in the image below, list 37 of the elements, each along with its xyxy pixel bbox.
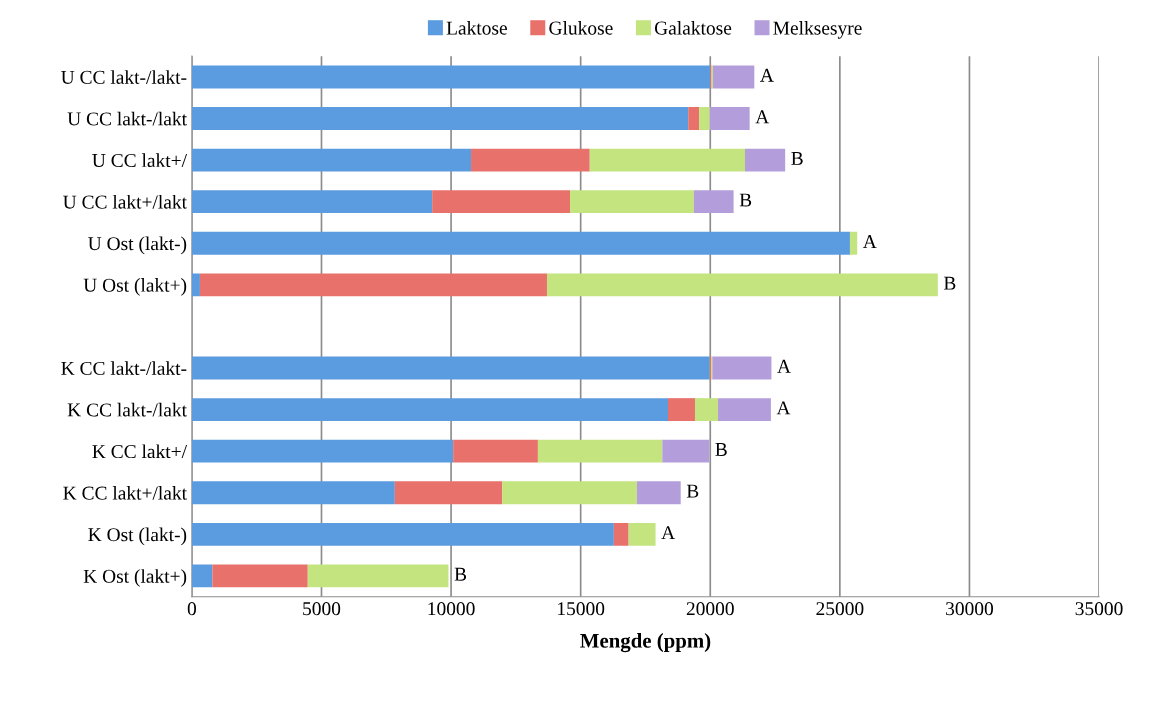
x-tick-label: 20000 (686, 602, 734, 616)
annotation: A (661, 526, 676, 540)
y-tick-label: U CC lakt-/lakt (67, 111, 187, 126)
y-tick-label: K Ost (lakt+) (83, 569, 187, 587)
annotation: A (776, 401, 791, 415)
legend-label: Laktose (446, 20, 507, 35)
legend-label: Galaktose (654, 20, 732, 35)
x-tick-label: 10000 (428, 602, 475, 616)
x-tick-label: 35000 (1075, 602, 1123, 616)
y-tick-label: U CC lakt-/lakt- (61, 70, 187, 84)
annotation: B (454, 567, 467, 581)
annotation: B (943, 276, 956, 290)
y-tick-label: U Ost (lakt-) (88, 236, 187, 255)
y-tick-label: K CC lakt+/ (92, 444, 188, 459)
y-tick-label: U CC lakt+/ (92, 153, 188, 168)
y-tick-label: K Ost (lakt-) (88, 527, 187, 546)
x-axis-title: Mengde (ppm) (580, 633, 711, 653)
legend-label: Melksesyre (773, 20, 862, 39)
y-tick-label: K CC lakt-/lakt (67, 402, 187, 417)
y-tick-label: K CC lakt-/lakt- (61, 361, 187, 375)
x-tick-label: 25000 (816, 602, 864, 616)
annotation: B (715, 443, 727, 456)
y-tick-label: U CC lakt+/lakt (63, 194, 187, 209)
legend-label: Glukose (549, 20, 613, 35)
annotation: B (791, 152, 803, 165)
annotation: A (862, 235, 877, 248)
x-tick-label: 15000 (558, 602, 605, 616)
y-tick-label: K CC lakt+/lakt (63, 486, 187, 500)
x-tick-label: 5000 (303, 602, 341, 616)
annotation: A (777, 359, 791, 373)
x-tick-label: 30000 (946, 602, 994, 616)
annotation: B (739, 193, 752, 207)
annotation: B (686, 484, 699, 498)
x-tick-label: 0 (187, 602, 197, 616)
annotation: A (755, 110, 770, 124)
y-tick-label: U Ost (lakt+) (83, 278, 187, 296)
annotation: A (760, 68, 774, 82)
